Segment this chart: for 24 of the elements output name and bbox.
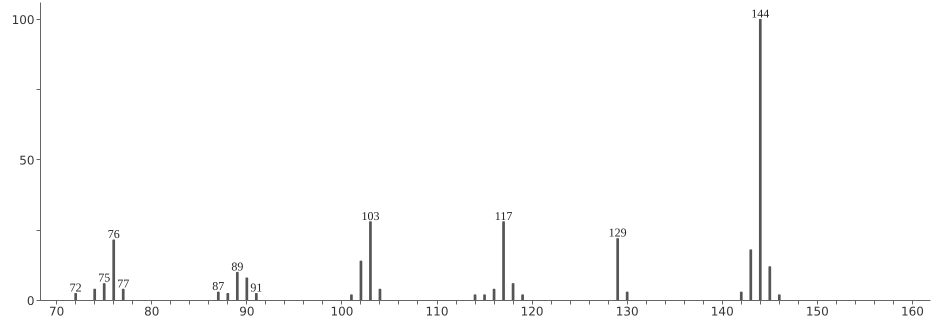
x-tick-label: 160	[900, 304, 924, 318]
annotation: 75	[98, 270, 110, 285]
x-tick-label: 140	[710, 304, 734, 318]
annotation: 89	[231, 259, 244, 274]
annotation: 129	[608, 226, 627, 240]
annotation: 144	[751, 6, 770, 20]
annotation: 76	[108, 227, 120, 242]
annotation: 91	[250, 280, 262, 294]
x-tick-label: 100	[330, 304, 354, 318]
y-tick-label: 0	[26, 294, 35, 308]
x-tick-label: 90	[239, 304, 254, 318]
x-tick-label: 70	[49, 304, 64, 318]
annotation: 117	[494, 208, 512, 223]
y-tick-label: 50	[19, 153, 35, 168]
y-tick-label: 100	[12, 12, 34, 27]
annotation: 77	[117, 276, 130, 290]
x-tick-label: 80	[144, 304, 160, 318]
annotation: 72	[70, 280, 82, 294]
x-tick-label: 110	[426, 304, 448, 318]
annotation: 87	[212, 279, 224, 294]
x-tick-label: 150	[806, 304, 829, 318]
x-tick-label: 120	[520, 304, 544, 318]
annotation: 103	[361, 208, 380, 223]
x-tick-label: 130	[616, 304, 639, 318]
